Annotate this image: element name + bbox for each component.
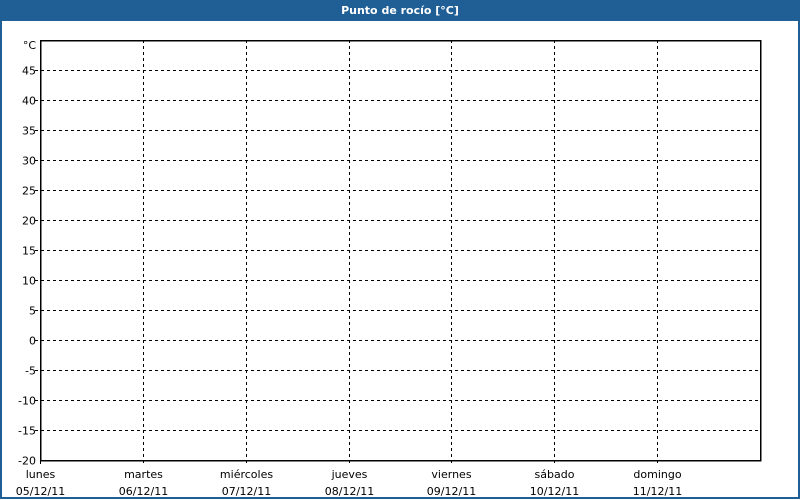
- y-tick-label: 30: [22, 155, 36, 168]
- x-tick-date: 06/12/11: [119, 485, 168, 498]
- y-tick-label: 5: [29, 305, 36, 318]
- y-tick-label: 25: [22, 185, 36, 198]
- y-tick-label: 35: [22, 125, 36, 138]
- y-tick-label: 40: [22, 95, 36, 108]
- x-tick-day: viernes: [431, 468, 471, 481]
- x-tick-date: 09/12/11: [427, 485, 476, 498]
- y-tick-label: 10: [22, 275, 36, 288]
- y-tick-label: 15: [22, 245, 36, 258]
- x-tick-date: 10/12/11: [530, 485, 579, 498]
- y-tick-label: -20: [18, 455, 36, 468]
- chart-title: Punto de rocío [°C]: [0, 0, 800, 21]
- x-tick-date: 05/12/11: [16, 485, 65, 498]
- y-tick-label: 20: [22, 215, 36, 228]
- plot-area-border: [39, 39, 762, 462]
- x-tick-day: lunes: [26, 468, 56, 481]
- x-tick-date: 11/12/11: [633, 485, 682, 498]
- y-tick-label: -5: [25, 365, 36, 378]
- x-tick-date: 08/12/11: [325, 485, 374, 498]
- x-tick-day: jueves: [331, 468, 368, 481]
- x-tick-date: 07/12/11: [222, 485, 271, 498]
- y-tick-label: -15: [18, 425, 36, 438]
- x-tick-day: sábado: [535, 468, 575, 481]
- y-tick-label: 0: [29, 335, 36, 348]
- x-tick-day: domingo: [633, 468, 681, 481]
- x-tick-day: miércoles: [220, 468, 273, 481]
- x-tick-day: martes: [124, 468, 163, 481]
- y-axis-unit: °C: [23, 39, 37, 52]
- y-tick-label: -10: [18, 395, 36, 408]
- y-tick-label: 45: [22, 65, 36, 78]
